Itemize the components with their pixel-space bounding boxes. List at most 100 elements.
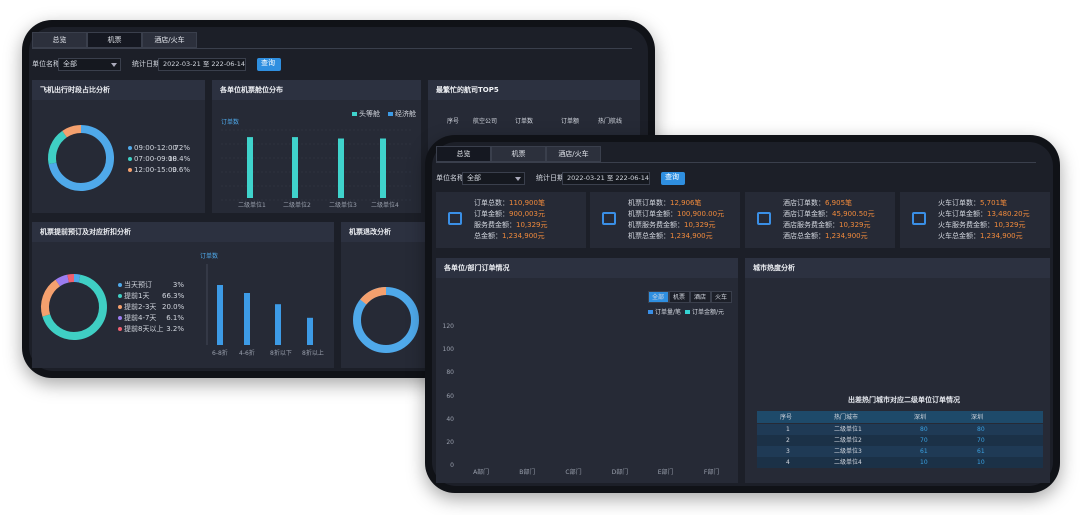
tab-label[interactable]: 总览 [52, 36, 67, 44]
date-value[interactable]: 2022-03-21 至 222-06-14 [163, 60, 246, 68]
donut-segment [42, 274, 107, 340]
legend-dot [128, 146, 132, 150]
filter-button[interactable]: 全部 [648, 291, 669, 303]
table-header: 热门城市 [834, 414, 859, 421]
panel: 飞机出行时段占比分析 [32, 80, 205, 213]
table-cell: 二级单位2 [834, 437, 862, 444]
query-label[interactable]: 查询 [261, 59, 275, 67]
unit-select[interactable]: 全部 [58, 58, 121, 71]
stat-icon [602, 212, 616, 225]
tab-label[interactable]: 机票 [107, 36, 122, 44]
legend-value: 3.2% [166, 325, 184, 333]
tab-label[interactable]: 酒店/火车 [154, 36, 185, 44]
unit-select[interactable]: 全部 [462, 172, 525, 185]
tab-divider [436, 162, 1036, 163]
stat-label: 总金额： [474, 232, 502, 240]
donut-segment [48, 125, 114, 191]
unit-value[interactable]: 全部 [63, 60, 77, 68]
x-tick-label: C部门 [565, 469, 582, 476]
y-tick-label: 120 [442, 323, 454, 330]
panel-title: 城市热度分析 [753, 264, 795, 272]
filter-label[interactable]: 机票 [673, 294, 686, 301]
stat-value: 110,900笔 [509, 199, 545, 207]
panel-title: 飞机出行时段占比分析 [40, 86, 110, 94]
tab[interactable]: 总览 [436, 146, 491, 162]
legend-value: 18.4% [168, 155, 191, 163]
table-header: 订单数 [515, 118, 534, 125]
tab[interactable]: 总览 [32, 32, 87, 48]
filter-button[interactable]: 酒店 [690, 291, 711, 303]
stat-value: 100,900.00元 [677, 210, 725, 218]
filter-label: 单位名称: [32, 60, 63, 68]
stat-row: 机票订单金额：100,900.00元 [628, 210, 724, 219]
query-button[interactable]: 查询 [661, 172, 685, 185]
x-tick-label: 二级单位1 [238, 202, 266, 209]
legend-label: 09:00-12:00 [134, 144, 177, 152]
table-cell: 1 [786, 426, 790, 433]
tab[interactable]: 酒店/火车 [142, 32, 197, 48]
date-value[interactable]: 2022-03-21 至 222-06-14 [567, 174, 650, 182]
refund-ring-accent [360, 287, 387, 305]
stat-value: 900,003元 [509, 210, 545, 218]
table-header: 序号 [447, 118, 460, 125]
y-tick-label: 80 [446, 369, 454, 377]
stat-label: 火车订单数： [938, 199, 980, 207]
filter-label[interactable]: 酒店 [694, 294, 707, 301]
filter-button[interactable]: 机票 [669, 291, 690, 303]
tab[interactable]: 酒店/火车 [546, 146, 601, 162]
table-cell: 10 [977, 459, 985, 466]
legend-label: 提前8天以上 [124, 325, 164, 333]
legend-label: 经济舱 [395, 110, 416, 118]
query-label[interactable]: 查询 [665, 173, 679, 181]
table-row [757, 435, 1043, 446]
tab[interactable]: 机票 [87, 32, 142, 48]
legend-swatch [388, 112, 393, 116]
stat-label: 机票总金额： [628, 232, 670, 240]
legend-dot [118, 316, 122, 320]
tab-label[interactable]: 机票 [511, 150, 526, 158]
query-button[interactable]: 查询 [257, 58, 281, 71]
legend-dot [118, 283, 122, 287]
date-range[interactable]: 2022-03-21 至 222-06-14 [158, 58, 246, 71]
select-arrow [515, 177, 521, 181]
stat-icon [912, 212, 926, 225]
tab[interactable]: 机票 [491, 146, 546, 162]
filter-label[interactable]: 全部 [652, 294, 665, 301]
bar [217, 285, 223, 345]
legend-swatch [685, 310, 690, 314]
panel-title: 各单位/部门订单情况 [444, 264, 510, 272]
table-cell: 70 [977, 437, 985, 444]
stat-row: 酒店订单数：6,905笔 [783, 199, 852, 208]
filter-label[interactable]: 火车 [715, 294, 728, 301]
stat-value: 45,900.50元 [832, 210, 875, 218]
tab-label[interactable]: 酒店/火车 [558, 150, 589, 158]
axis-label: 订单数 [200, 253, 219, 260]
panel-header [428, 80, 640, 100]
panel-header [212, 80, 421, 100]
axis-label: 订单数 [221, 119, 240, 126]
panel: 机票提前预订及对应折扣分析 [32, 222, 334, 368]
bar [247, 137, 253, 198]
legend-label: 头等舱 [359, 110, 380, 118]
filter-label: 统计日期: [132, 60, 163, 68]
filter-button[interactable]: 火车 [711, 291, 732, 303]
stat-label: 订单金额： [474, 210, 509, 218]
legend-label: 当天预订 [124, 281, 152, 289]
unit-value[interactable]: 全部 [467, 174, 481, 182]
select-arrow [111, 63, 117, 67]
stat-card: 火车订单数：5,701笔 火车订单金额：13,480.20元 火车服务费金额：10,… [900, 192, 1050, 248]
x-tick-label: 6-8折 [212, 350, 228, 357]
y-tick-label: 100 [442, 346, 454, 354]
legend-swatch [648, 310, 653, 314]
stat-label: 火车总金额： [938, 232, 980, 240]
legend-label: 12:00-15:00 [134, 166, 177, 174]
stat-icon [757, 212, 771, 225]
panel-title: 各单位机票舱位分布 [220, 86, 283, 94]
legend-dot [118, 305, 122, 309]
date-range[interactable]: 2022-03-21 至 222-06-14 [562, 172, 650, 185]
panel-header [436, 258, 738, 278]
stat-label: 服务费金额： [474, 221, 516, 229]
legend-dot [128, 168, 132, 172]
tab-label[interactable]: 总览 [456, 150, 471, 158]
table-cell: 二级单位4 [834, 459, 862, 466]
